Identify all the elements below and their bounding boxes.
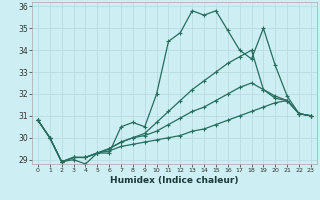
X-axis label: Humidex (Indice chaleur): Humidex (Indice chaleur) [110,176,239,185]
